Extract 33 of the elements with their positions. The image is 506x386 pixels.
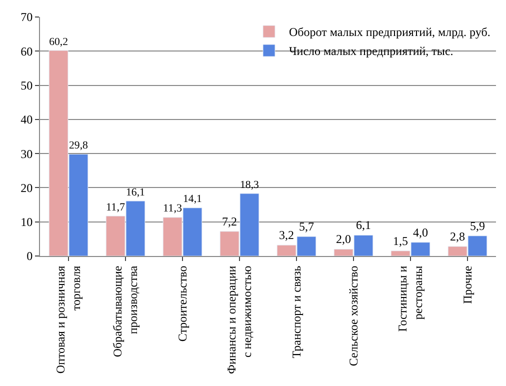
data-label: 2,0 <box>336 232 352 246</box>
legend-label: Оборот малых предприятий, млрд. руб. <box>289 25 490 40</box>
data-label: 60,2 <box>49 36 68 48</box>
y-tick-label: 10 <box>20 215 33 230</box>
data-label: 11,3 <box>163 202 182 215</box>
x-tick-label: Оптовая и розничная торговля <box>54 265 84 374</box>
x-tick-label: Гостиницы и рестораны <box>396 265 426 332</box>
x-tick-label: Строительство <box>175 266 190 342</box>
data-label: 1,5 <box>393 234 408 248</box>
legend-label: Число малых предприятий, тыс. <box>289 44 454 58</box>
y-tick-label: 0 <box>26 249 33 264</box>
data-label: 11,7 <box>106 201 126 214</box>
data-label: 4,0 <box>412 225 428 240</box>
data-label: 3,2 <box>279 228 294 242</box>
y-tick-label: 50 <box>20 78 33 92</box>
x-tick-label: Прочие <box>460 266 474 304</box>
data-label: 18,3 <box>240 178 259 191</box>
y-tick-label: 30 <box>20 146 33 161</box>
x-tick-label: Транспорт и связь <box>289 265 304 358</box>
data-label: 5,9 <box>470 218 485 233</box>
x-tick-label: Финансы и операции с недвижимостью <box>224 265 254 374</box>
y-tick-label: 60 <box>20 44 33 58</box>
data-label: 5,7 <box>298 220 314 234</box>
data-label: 2,8 <box>450 229 466 244</box>
data-label: 6,1 <box>356 218 371 232</box>
data-label: 7,2 <box>222 214 238 228</box>
data-label: 16,1 <box>126 186 145 198</box>
y-tick-label: 70 <box>20 10 33 24</box>
data-label: 14,1 <box>183 193 202 206</box>
y-tick-label: 20 <box>20 180 33 195</box>
y-tick-label: 40 <box>20 112 33 127</box>
data-label: 29,8 <box>69 140 88 152</box>
x-tick-label: Сельское хозяйство <box>346 266 360 366</box>
